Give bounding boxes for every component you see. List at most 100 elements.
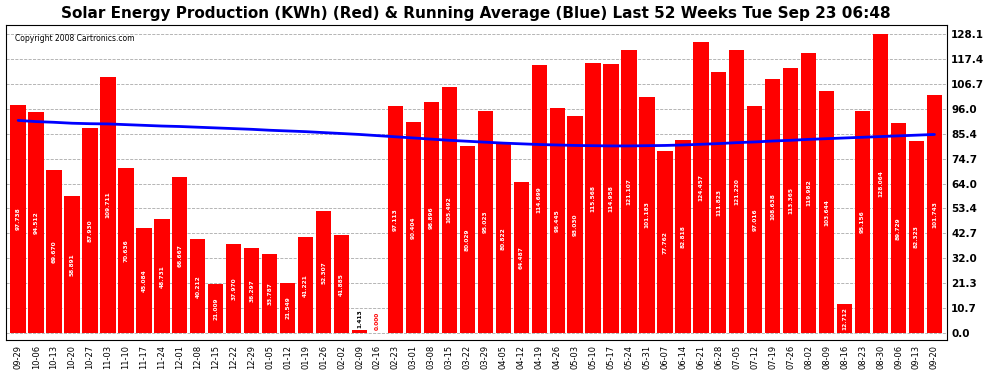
Bar [29,112,44,333]
Text: 45.084: 45.084 [142,269,147,292]
Text: 41.885: 41.885 [339,273,345,296]
Bar [891,123,906,333]
Bar [927,95,942,333]
Bar [873,34,888,333]
Text: 90.404: 90.404 [411,216,416,239]
Title: Solar Energy Production (KWh) (Red) & Running Average (Blue) Last 52 Weeks Tue S: Solar Energy Production (KWh) (Red) & Ru… [61,6,891,21]
Bar [567,116,583,333]
Text: 77.762: 77.762 [662,231,667,254]
Bar [64,195,79,333]
Text: 33.787: 33.787 [267,282,272,305]
Text: 41.221: 41.221 [303,274,308,297]
Bar [585,63,601,333]
Bar [406,122,421,333]
Bar [496,144,511,333]
Bar [226,244,242,333]
Text: 0.000: 0.000 [375,312,380,330]
Text: 101.743: 101.743 [932,201,937,228]
Text: 124.457: 124.457 [698,174,703,201]
Bar [154,219,169,333]
Text: 40.212: 40.212 [195,275,200,298]
Text: 48.731: 48.731 [159,265,164,288]
Text: 97.738: 97.738 [16,208,21,230]
Bar [747,106,762,333]
Text: 105.492: 105.492 [446,196,451,223]
Bar [657,152,672,333]
Text: 97.016: 97.016 [752,209,757,231]
Bar [675,140,691,333]
Text: 93.030: 93.030 [572,213,577,236]
Text: 97.113: 97.113 [393,209,398,231]
Text: 121.107: 121.107 [627,178,632,205]
Text: Copyright 2008 Cartronics.com: Copyright 2008 Cartronics.com [15,34,135,43]
Bar [819,91,835,333]
Bar [280,283,295,333]
Text: 108.638: 108.638 [770,193,775,220]
Bar [442,87,457,333]
Bar [118,168,134,333]
Bar [100,76,116,333]
Text: 113.365: 113.365 [788,187,793,214]
Text: 89.729: 89.729 [896,217,901,240]
Text: 109.711: 109.711 [106,192,111,218]
Text: 82.818: 82.818 [680,225,685,248]
Bar [298,237,313,333]
Bar [334,236,349,333]
Text: 114.958: 114.958 [609,185,614,212]
Text: 96.445: 96.445 [554,209,559,232]
Text: 98.896: 98.896 [429,206,434,229]
Bar [837,304,852,333]
Text: 87.930: 87.930 [87,219,92,242]
Bar [604,64,619,333]
Bar [316,211,332,333]
Text: 121.220: 121.220 [735,178,740,205]
Bar [640,97,654,333]
Bar [459,146,475,333]
Bar [711,72,727,333]
Bar [172,177,187,333]
Bar [765,79,780,333]
Text: 21.009: 21.009 [213,297,218,320]
Bar [351,330,367,333]
Text: 70.636: 70.636 [124,239,129,262]
Text: 111.823: 111.823 [717,189,722,216]
Bar [730,50,744,333]
Text: 58.891: 58.891 [69,253,74,276]
Text: 37.970: 37.970 [232,278,237,300]
Text: 95.156: 95.156 [860,211,865,233]
Bar [137,228,151,333]
Bar [388,106,403,333]
Text: 103.644: 103.644 [824,199,830,225]
Bar [262,254,277,333]
Bar [424,102,439,333]
Text: 80.822: 80.822 [501,227,506,250]
Text: 115.568: 115.568 [591,184,596,211]
Text: 95.023: 95.023 [483,211,488,234]
Bar [855,111,870,333]
Bar [208,284,224,333]
Bar [693,42,709,333]
Text: 82.323: 82.323 [914,226,919,249]
Bar [47,170,61,333]
Bar [11,105,26,333]
Bar [783,68,798,333]
Text: 66.667: 66.667 [177,244,182,267]
Bar [909,141,924,333]
Text: 119.982: 119.982 [806,180,811,206]
Text: 64.487: 64.487 [519,246,524,269]
Bar [532,65,546,333]
Bar [622,50,637,333]
Bar [82,128,98,333]
Text: 94.512: 94.512 [34,211,39,234]
Text: 52.307: 52.307 [321,261,326,284]
Text: 1.413: 1.413 [357,309,362,328]
Text: 128.064: 128.064 [878,170,883,197]
Bar [801,53,817,333]
Text: 69.670: 69.670 [51,240,56,263]
Bar [477,111,493,333]
Text: 36.297: 36.297 [249,279,254,302]
Text: 21.549: 21.549 [285,297,290,320]
Text: 80.029: 80.029 [465,228,470,251]
Bar [245,248,259,333]
Text: 114.699: 114.699 [537,186,542,213]
